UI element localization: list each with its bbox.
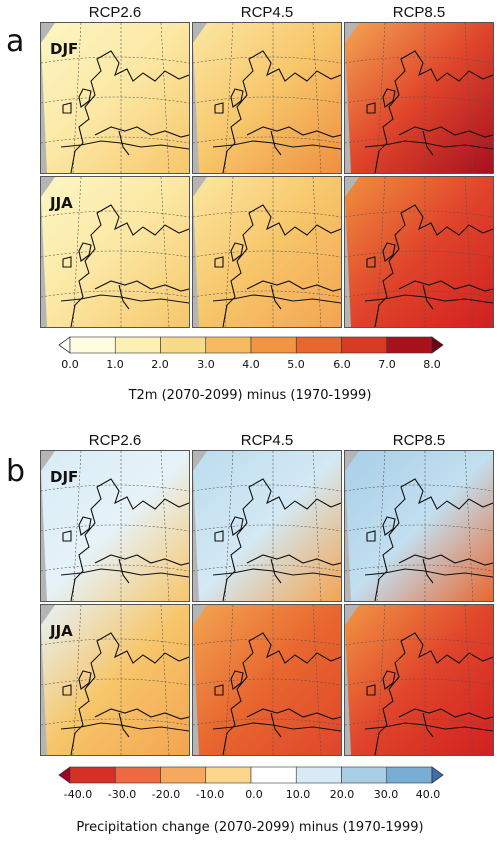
tick-label: 7.0	[378, 358, 396, 371]
panel-letter-b: b	[6, 454, 26, 489]
tick-label: 8.0	[423, 358, 441, 371]
tick-label: 2.0	[151, 358, 169, 371]
map-domain	[345, 23, 493, 173]
map-b-djf-rcp85	[344, 450, 494, 602]
map-domain	[41, 451, 189, 601]
tick-label: 20.0	[329, 788, 355, 801]
map-domain	[345, 605, 493, 755]
season-label-b-djf: DJF	[50, 468, 79, 486]
map-a-djf-rcp26	[40, 22, 190, 174]
map-domain	[345, 177, 493, 327]
colorbar-segment	[295, 766, 342, 784]
map-domain	[193, 605, 341, 755]
map-domain	[345, 451, 493, 601]
colorbar-segment	[114, 336, 161, 354]
tick-label: 40.0	[415, 788, 441, 801]
colorbar-segment	[386, 336, 433, 354]
tick-label: 4.0	[242, 358, 260, 371]
map-domain	[41, 23, 189, 173]
colorbar-segment	[160, 336, 207, 354]
season-label-b-jja: JJA	[50, 622, 73, 640]
map-a-jja-rcp45	[192, 176, 342, 328]
colorbar-over-arrow	[431, 766, 444, 784]
coastline	[60, 478, 189, 601]
season-label-a-djf: DJF	[50, 40, 79, 58]
map-a-djf-rcp45	[192, 22, 342, 174]
colorbar-temperature	[58, 336, 444, 354]
map-domain	[193, 23, 341, 173]
colorbar-caption-precipitation: Precipitation change (2070-2099) minus (…	[76, 820, 424, 835]
map-domain	[41, 177, 189, 327]
map-a-jja-rcp85	[344, 176, 494, 328]
tick-label: 1.0	[106, 358, 124, 371]
colorbar-segment	[250, 336, 297, 354]
column-heading-rcp45: RCP4.5	[240, 432, 294, 449]
tick-label: 6.0	[333, 358, 351, 371]
tick-label: 30.0	[373, 788, 399, 801]
tick-label: 10.0	[285, 788, 311, 801]
column-heading-rcp85: RCP8.5	[392, 432, 446, 449]
map-domain	[193, 177, 341, 327]
map-domain	[193, 451, 341, 601]
column-heading-rcp26: RCP2.6	[88, 4, 142, 21]
coastline	[212, 632, 341, 755]
panel-letter-a: a	[6, 24, 25, 59]
colorbar-segment	[205, 336, 252, 354]
map-a-djf-rcp85	[344, 22, 494, 174]
map-b-djf-rcp45	[192, 450, 342, 602]
coastline	[364, 50, 493, 173]
column-heading-rcp26: RCP2.6	[88, 432, 142, 449]
colorbar-segment	[205, 766, 252, 784]
colorbar-segment	[386, 766, 433, 784]
colorbar-segment	[341, 336, 388, 354]
tick-label: 0.0	[245, 788, 263, 801]
map-b-jja-rcp26	[40, 604, 190, 756]
map-a-jja-rcp26	[40, 176, 190, 328]
coastline	[212, 204, 341, 327]
colorbar-under-arrow	[58, 766, 71, 784]
tick-label: 5.0	[287, 358, 305, 371]
season-label-a-jja: JJA	[50, 194, 73, 212]
colorbar-over-arrow	[431, 336, 444, 354]
colorbar-segment	[250, 766, 297, 784]
coastline	[364, 632, 493, 755]
colorbar-segment	[295, 336, 342, 354]
tick-label: -30.0	[107, 788, 137, 801]
coastline	[60, 50, 189, 173]
tick-label: -20.0	[151, 788, 181, 801]
tick-label: -10.0	[195, 788, 225, 801]
coastline	[364, 478, 493, 601]
map-b-djf-rcp26	[40, 450, 190, 602]
colorbar-segment	[341, 766, 388, 784]
coastline	[364, 204, 493, 327]
column-heading-rcp85: RCP8.5	[392, 4, 446, 21]
map-b-jja-rcp45	[192, 604, 342, 756]
colorbar-segment	[69, 336, 116, 354]
column-heading-rcp45: RCP4.5	[240, 4, 294, 21]
colorbar-segment	[114, 766, 161, 784]
colorbar-segment	[69, 766, 116, 784]
tick-label: 3.0	[197, 358, 215, 371]
tick-label: 0.0	[61, 358, 79, 371]
colorbar-precipitation	[58, 766, 444, 784]
colorbar-caption-temperature: T2m (2070-2099) minus (1970-1999)	[128, 388, 372, 403]
colorbar-under-arrow	[58, 336, 71, 354]
coastline	[60, 632, 189, 755]
map-b-jja-rcp85	[344, 604, 494, 756]
map-domain	[41, 605, 189, 755]
coastline	[212, 478, 341, 601]
tick-label: -40.0	[63, 788, 93, 801]
coastline	[212, 50, 341, 173]
colorbar-segment	[160, 766, 207, 784]
coastline	[60, 204, 189, 327]
